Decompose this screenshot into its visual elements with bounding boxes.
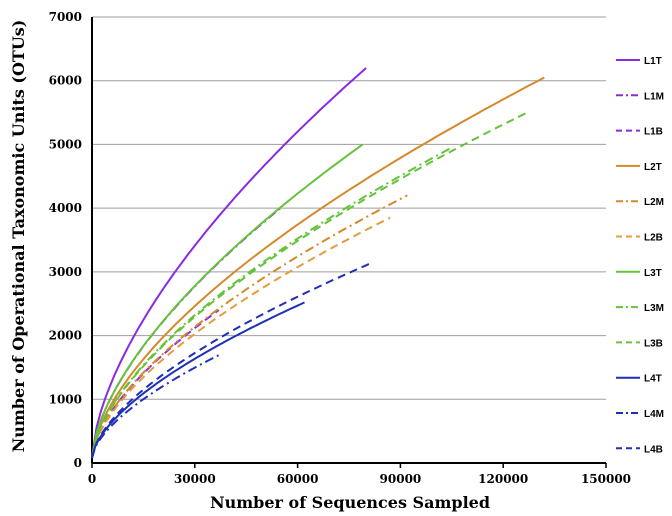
legend-label-l4m: L4M: [644, 409, 664, 420]
y-tick-label: 6000: [49, 74, 82, 88]
legend-label-l3b: L3B: [644, 338, 663, 349]
legend: L1T L1M L1B L2T L2M L2B L3T L3M L3B L4T L4M L4B: [616, 56, 664, 455]
legend-label-l2b: L2B: [644, 233, 663, 244]
series-line-l3b: [91, 111, 528, 459]
legend-label-l4b: L4B: [644, 444, 663, 455]
legend-label-l1t: L1T: [644, 56, 662, 67]
series-line-l3t: [91, 143, 364, 459]
series-lines: [91, 67, 545, 459]
legend-label-l1m: L1M: [644, 91, 664, 102]
y-tick-label: 4000: [49, 201, 82, 215]
series-line-l2b: [91, 216, 391, 459]
y-tick-label: 7000: [49, 10, 82, 24]
series-line-l4t: [91, 301, 305, 459]
x-tick-labels: 0 30000 60000 90000 120000 150000: [88, 472, 631, 486]
series-line-l4m: [91, 352, 223, 459]
y-tick-label: 0: [74, 456, 82, 470]
y-tick-label: 2000: [49, 329, 82, 343]
series-line-l3m: [91, 146, 453, 459]
x-tick-label: 0: [88, 472, 96, 486]
gridlines: [92, 16, 606, 400]
x-tick-label: 30000: [174, 472, 216, 486]
legend-label-l4t: L4T: [644, 374, 662, 385]
legend-label-l1b: L1B: [644, 127, 663, 138]
x-axis-label: Number of Sequences Sampled: [210, 493, 490, 512]
x-tick-label: 120000: [478, 472, 528, 486]
legend-label-l2m: L2M: [644, 197, 664, 208]
x-tick-label: 60000: [277, 472, 319, 486]
series-line-l2m: [91, 194, 408, 459]
y-tick-label: 3000: [49, 265, 82, 279]
series-line-l2t: [91, 76, 545, 459]
y-tick-labels: 0 1000 2000 3000 4000 5000 6000 7000: [49, 10, 82, 470]
series-line-l4b: [91, 261, 374, 459]
y-tick-label: 1000: [49, 392, 82, 406]
legend-label-l3m: L3M: [644, 303, 664, 314]
series-line-l1t: [91, 67, 367, 459]
y-axis-label: Number of Operational Taxonomic Units (O…: [9, 20, 28, 453]
legend-label-l2t: L2T: [644, 162, 662, 173]
axes: [91, 17, 607, 468]
y-tick-label: 5000: [49, 137, 82, 151]
x-tick-label: 150000: [581, 472, 631, 486]
x-tick-label: 90000: [380, 472, 422, 486]
legend-label-l3t: L3T: [644, 268, 662, 279]
